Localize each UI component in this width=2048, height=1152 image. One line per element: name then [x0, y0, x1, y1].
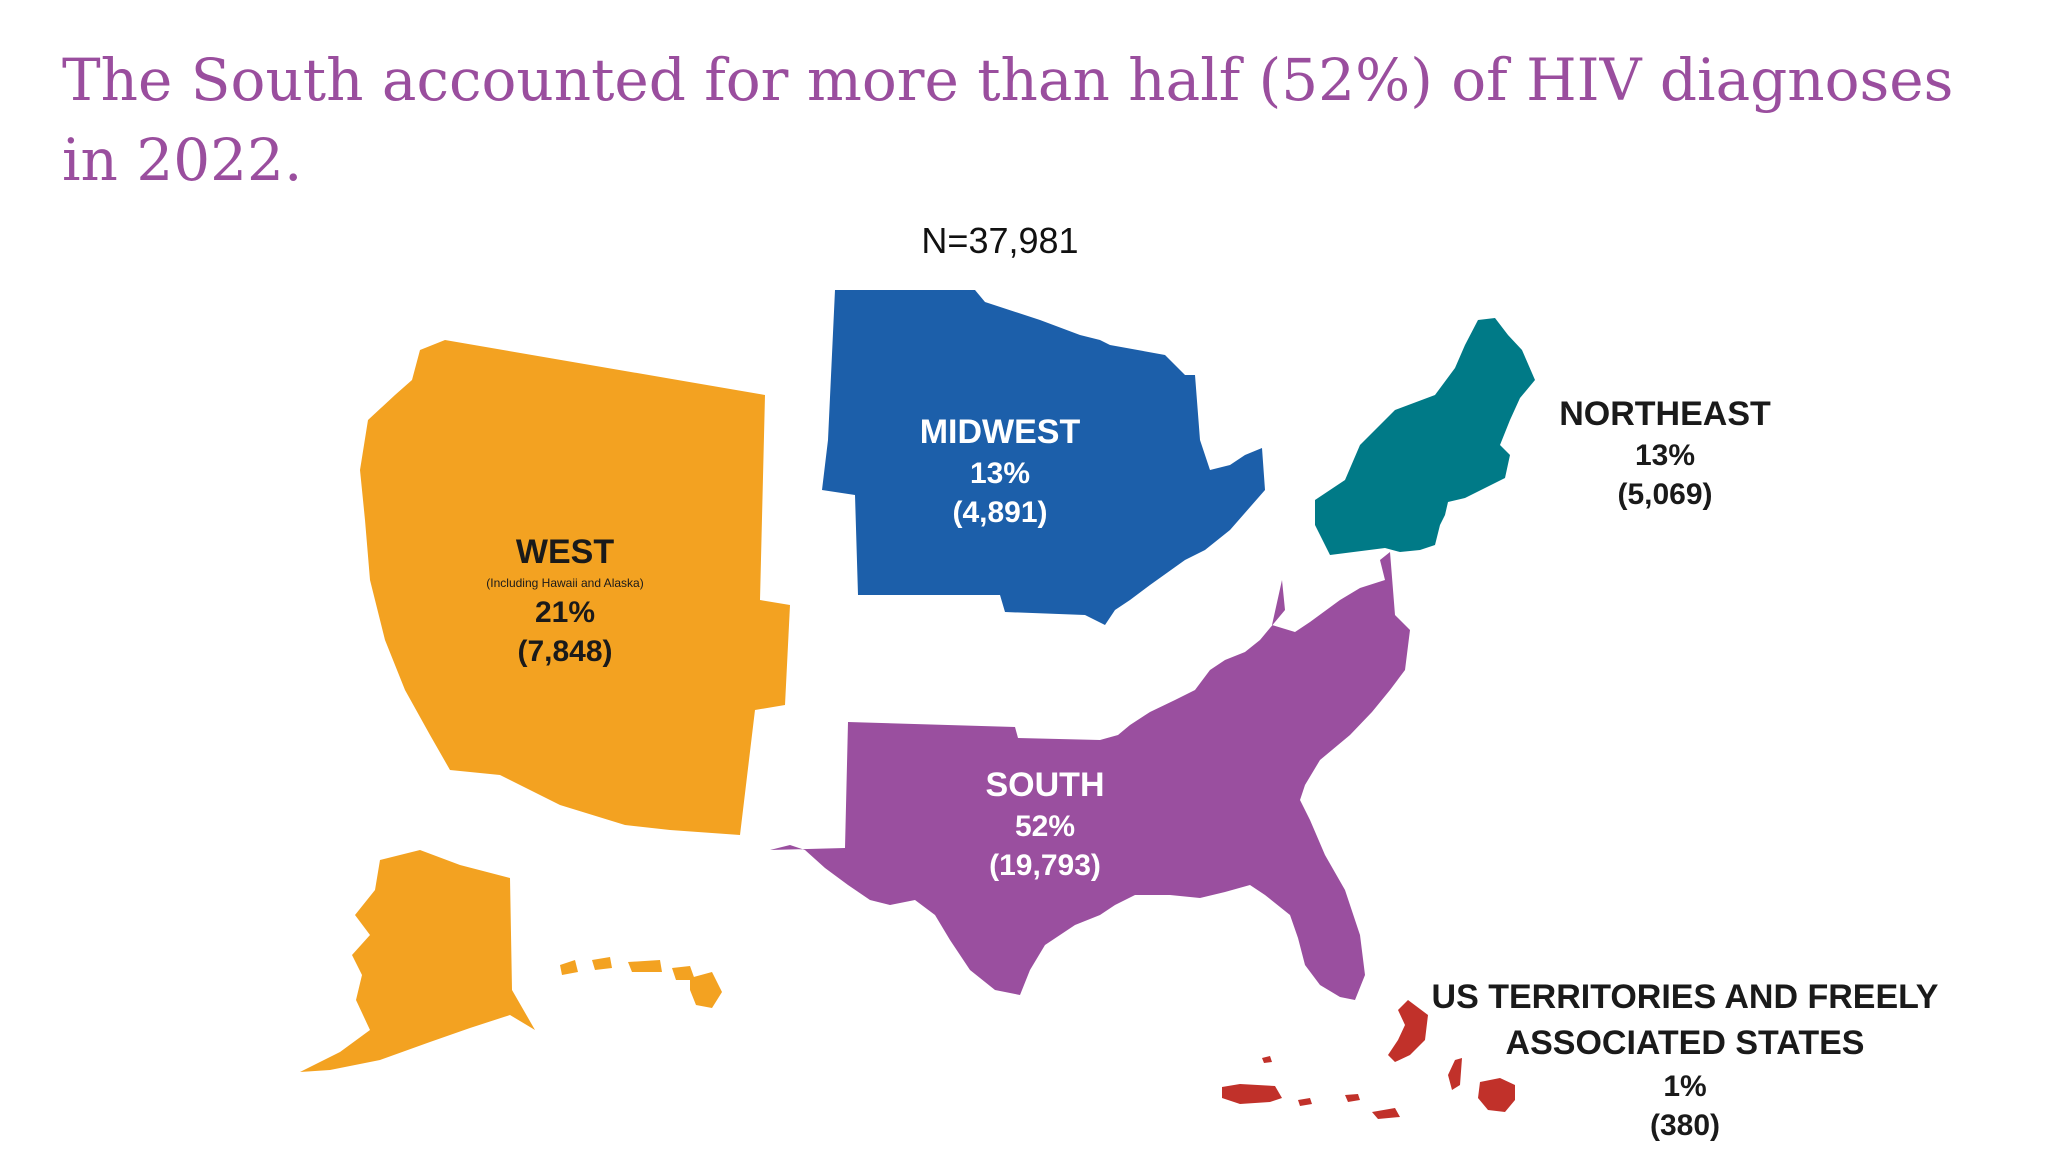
south-percent: 52%: [1014, 810, 1076, 844]
south-shape: [770, 552, 1410, 1000]
puerto-rico-shape: [1222, 1084, 1282, 1104]
territories-percent: 1%: [1663, 1069, 1707, 1103]
midwest-shape: [822, 290, 1265, 625]
region-west[interactable]: [300, 340, 790, 1072]
northeast-label: NORTHEAST 13% (5,069): [1515, 392, 1815, 514]
virgin-islands-shape: [1262, 1056, 1312, 1106]
region-south[interactable]: [770, 552, 1410, 1000]
west-count: (7,848): [517, 635, 613, 669]
northeast-percent: 13%: [1634, 439, 1696, 473]
midwest-count: (4,891): [952, 496, 1048, 530]
west-label: WEST (Including Hawaii and Alaska) 21% (…: [440, 530, 690, 671]
region-midwest[interactable]: [822, 290, 1265, 625]
west-name: WEST: [515, 533, 615, 571]
total-count: N=37,981: [921, 220, 1079, 261]
territories-label: US TERRITORIES AND FREELY ASSOCIATED STA…: [1395, 975, 1975, 1145]
midwest-percent: 13%: [969, 457, 1031, 491]
midwest-name: MIDWEST: [919, 413, 1081, 451]
northeast-shape: [1315, 318, 1535, 555]
region-territories[interactable]: [1222, 1000, 1515, 1119]
south-label: SOUTH 52% (19,793): [930, 763, 1160, 885]
northeast-name: NORTHEAST: [1559, 395, 1771, 433]
west-mainland-shape: [360, 340, 790, 835]
marianas-shape: [1388, 1000, 1462, 1090]
region-northeast[interactable]: [1315, 318, 1535, 555]
page-title: The South accounted for more than half (…: [62, 46, 1954, 194]
hawaii-shape: [560, 957, 722, 1008]
northeast-count: (5,069): [1617, 478, 1713, 512]
west-percent: 21%: [534, 596, 596, 630]
midwest-label: MIDWEST 13% (4,891): [880, 410, 1120, 532]
guam-shape: [1345, 1094, 1400, 1119]
territories-count: (380): [1649, 1108, 1721, 1142]
territories-name: US TERRITORIES AND FREELY ASSOCIATED STA…: [1431, 978, 1939, 1062]
micronesia-shape: [1478, 1078, 1515, 1112]
south-count: (19,793): [989, 849, 1101, 883]
south-name: SOUTH: [985, 766, 1105, 804]
west-note: (Including Hawaii and Alaska): [486, 576, 644, 591]
alaska-shape: [300, 850, 535, 1072]
